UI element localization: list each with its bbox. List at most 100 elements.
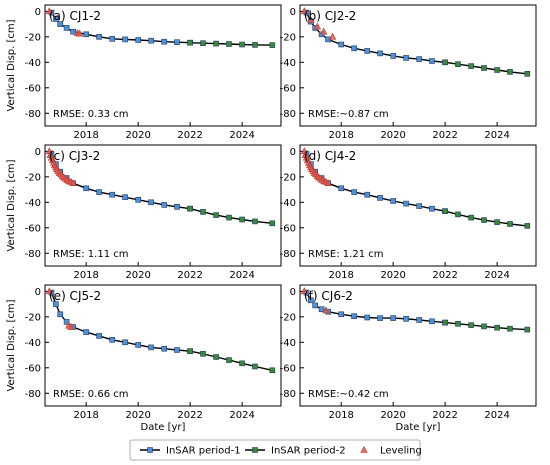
series-triangle — [300, 7, 337, 40]
y-tick-label: 0 — [290, 147, 296, 158]
x-tick-label: 2020 — [125, 130, 150, 141]
y-tick-label: -20 — [25, 312, 41, 323]
x-tick-label: 2020 — [125, 410, 150, 421]
legend: InSAR period-1 InSAR period-2 Leveling — [129, 439, 422, 461]
data-point — [524, 71, 531, 77]
legend-marker — [147, 447, 153, 453]
data-point — [161, 202, 167, 208]
y-tick-label: -60 — [25, 363, 41, 374]
y-tick-label: -40 — [280, 198, 296, 209]
rmse-annotation: RMSE: 1.21 cm — [308, 249, 383, 260]
data-point — [135, 37, 141, 43]
chart-panel-4: 0 -20 -40 -60 -80 2018 2020 2022 2024 (d) CJ4-2 RM… — [280, 144, 537, 281]
data-point — [83, 185, 89, 192]
y-tick-label: -20 — [25, 32, 41, 43]
data-point — [494, 324, 500, 331]
data-point — [45, 7, 54, 15]
data-point — [70, 28, 76, 35]
x-tick-label: 2018 — [328, 270, 353, 281]
legend-item: Leveling — [360, 446, 422, 457]
y-tick-label: -80 — [25, 109, 41, 120]
data-point — [468, 214, 474, 221]
series-triangle — [45, 147, 77, 187]
x-tick-label: 2022 — [432, 410, 457, 421]
data-point — [57, 311, 64, 318]
rmse-annotation: RMSE: 1.11 cm — [53, 249, 128, 260]
series-square — [187, 39, 276, 48]
data-point — [524, 223, 531, 229]
y-tick-label: 0 — [35, 287, 41, 298]
data-point — [507, 325, 513, 332]
y-tick-label: -60 — [25, 223, 41, 234]
data-point — [328, 32, 337, 40]
legend-item: InSAR period-2 — [245, 446, 346, 457]
data-point — [468, 322, 474, 328]
data-point — [524, 326, 531, 333]
series-triangle — [45, 287, 75, 330]
data-point — [494, 219, 500, 225]
y-tick-label: -60 — [280, 223, 296, 234]
data-point — [351, 313, 357, 320]
x-tick-label: 2022 — [177, 410, 202, 421]
rmse-annotation: RMSE:~0.42 cm — [308, 389, 389, 400]
data-point — [148, 37, 154, 44]
data-point — [377, 50, 383, 57]
panel-title: (f) CJ6-2 — [304, 289, 353, 303]
data-point — [507, 69, 513, 75]
data-point — [455, 211, 461, 218]
y-tick-label: -20 — [280, 312, 296, 323]
data-point — [135, 342, 141, 348]
data-point — [300, 7, 309, 15]
series-square — [442, 208, 531, 229]
y-tick-label: -40 — [25, 338, 41, 349]
y-tick-label: 0 — [290, 7, 296, 18]
data-point — [455, 61, 461, 68]
data-point — [338, 311, 345, 318]
data-point — [481, 323, 487, 330]
x-tick-label: 2024 — [229, 130, 254, 141]
y-tick-label: -40 — [280, 338, 296, 349]
x-tick-label: 2022 — [177, 270, 202, 281]
data-point — [377, 195, 383, 201]
chart-panel-5: 0 -20 -40 -60 -80 2018 2020 2022 2024 (e) CJ5-2 RM… — [6, 284, 282, 433]
data-point — [213, 354, 219, 360]
data-point — [174, 347, 180, 353]
data-point — [148, 199, 154, 206]
data-point — [239, 41, 245, 48]
y-tick-label: -60 — [280, 363, 296, 374]
y-tick-label: -80 — [280, 249, 296, 260]
data-point — [351, 45, 357, 52]
legend-label: InSAR period-1 — [166, 446, 241, 457]
data-point — [83, 329, 89, 335]
data-point — [338, 185, 345, 192]
y-axis-label: Vertical Disp. [cm] — [6, 19, 17, 111]
plot-frame — [299, 284, 537, 407]
data-point — [320, 27, 328, 35]
data-point — [269, 42, 276, 48]
legend-label: InSAR period-2 — [271, 446, 346, 457]
y-tick-label: -80 — [25, 389, 41, 400]
data-point — [468, 63, 474, 69]
data-point — [57, 21, 64, 27]
data-point — [96, 333, 102, 339]
data-point — [200, 209, 206, 215]
data-point — [148, 344, 154, 351]
data-point — [322, 306, 330, 314]
data-point — [63, 319, 70, 325]
data-point — [252, 363, 258, 370]
data-point — [429, 205, 435, 212]
plot-frame — [299, 4, 537, 127]
data-point — [109, 35, 115, 42]
data-point — [187, 39, 193, 46]
data-point — [96, 33, 102, 40]
y-tick-label: 0 — [290, 287, 296, 298]
x-axis-label: Date [yr] — [141, 422, 186, 433]
x-tick-label: 2022 — [432, 270, 457, 281]
y-tick-label: -20 — [280, 172, 296, 183]
data-point — [318, 306, 325, 313]
data-point — [312, 302, 319, 309]
x-tick-label: 2020 — [380, 130, 405, 141]
y-tick-label: -40 — [25, 198, 41, 209]
data-point — [96, 189, 102, 195]
series-square — [187, 205, 276, 227]
